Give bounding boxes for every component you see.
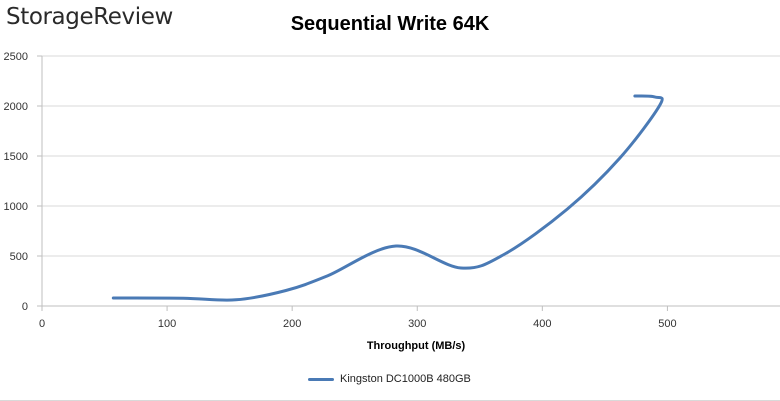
x-tick-label: 100 (158, 318, 176, 330)
legend: Kingston DC1000B 480GB (308, 373, 471, 385)
y-tick-label: 1500 (4, 151, 28, 163)
y-tick-label: 2500 (4, 51, 28, 63)
legend-swatch (308, 377, 334, 381)
gridlines (42, 55, 780, 257)
tick-labels: 0 500 1000 1500 2000 2500 0 100 200 300 400 500 (4, 51, 677, 330)
y-tick-label: 1000 (4, 201, 28, 213)
storagereview-logo: StorageReview (6, 4, 173, 30)
series-line-0 (111, 94, 664, 302)
y-tick-label: 500 (10, 251, 28, 263)
x-tick-label: 200 (283, 318, 301, 330)
y-tick-label: 2000 (4, 101, 28, 113)
chart-title-text: Sequential Write 64K (290, 13, 490, 35)
legend-label: Kingston DC1000B 480GB (340, 373, 471, 385)
x-tick-label: 0 (39, 318, 45, 330)
x-tick-label: 300 (408, 318, 426, 330)
chart-title: Sequential Write 64K (0, 13, 780, 36)
x-axis-label: Throughput (MB/s) (367, 340, 466, 352)
series-lines (111, 94, 664, 302)
x-tick-label: 400 (533, 318, 551, 330)
x-tick-label: 500 (658, 318, 676, 330)
axes (37, 55, 780, 311)
y-tick-label: 0 (22, 301, 28, 313)
